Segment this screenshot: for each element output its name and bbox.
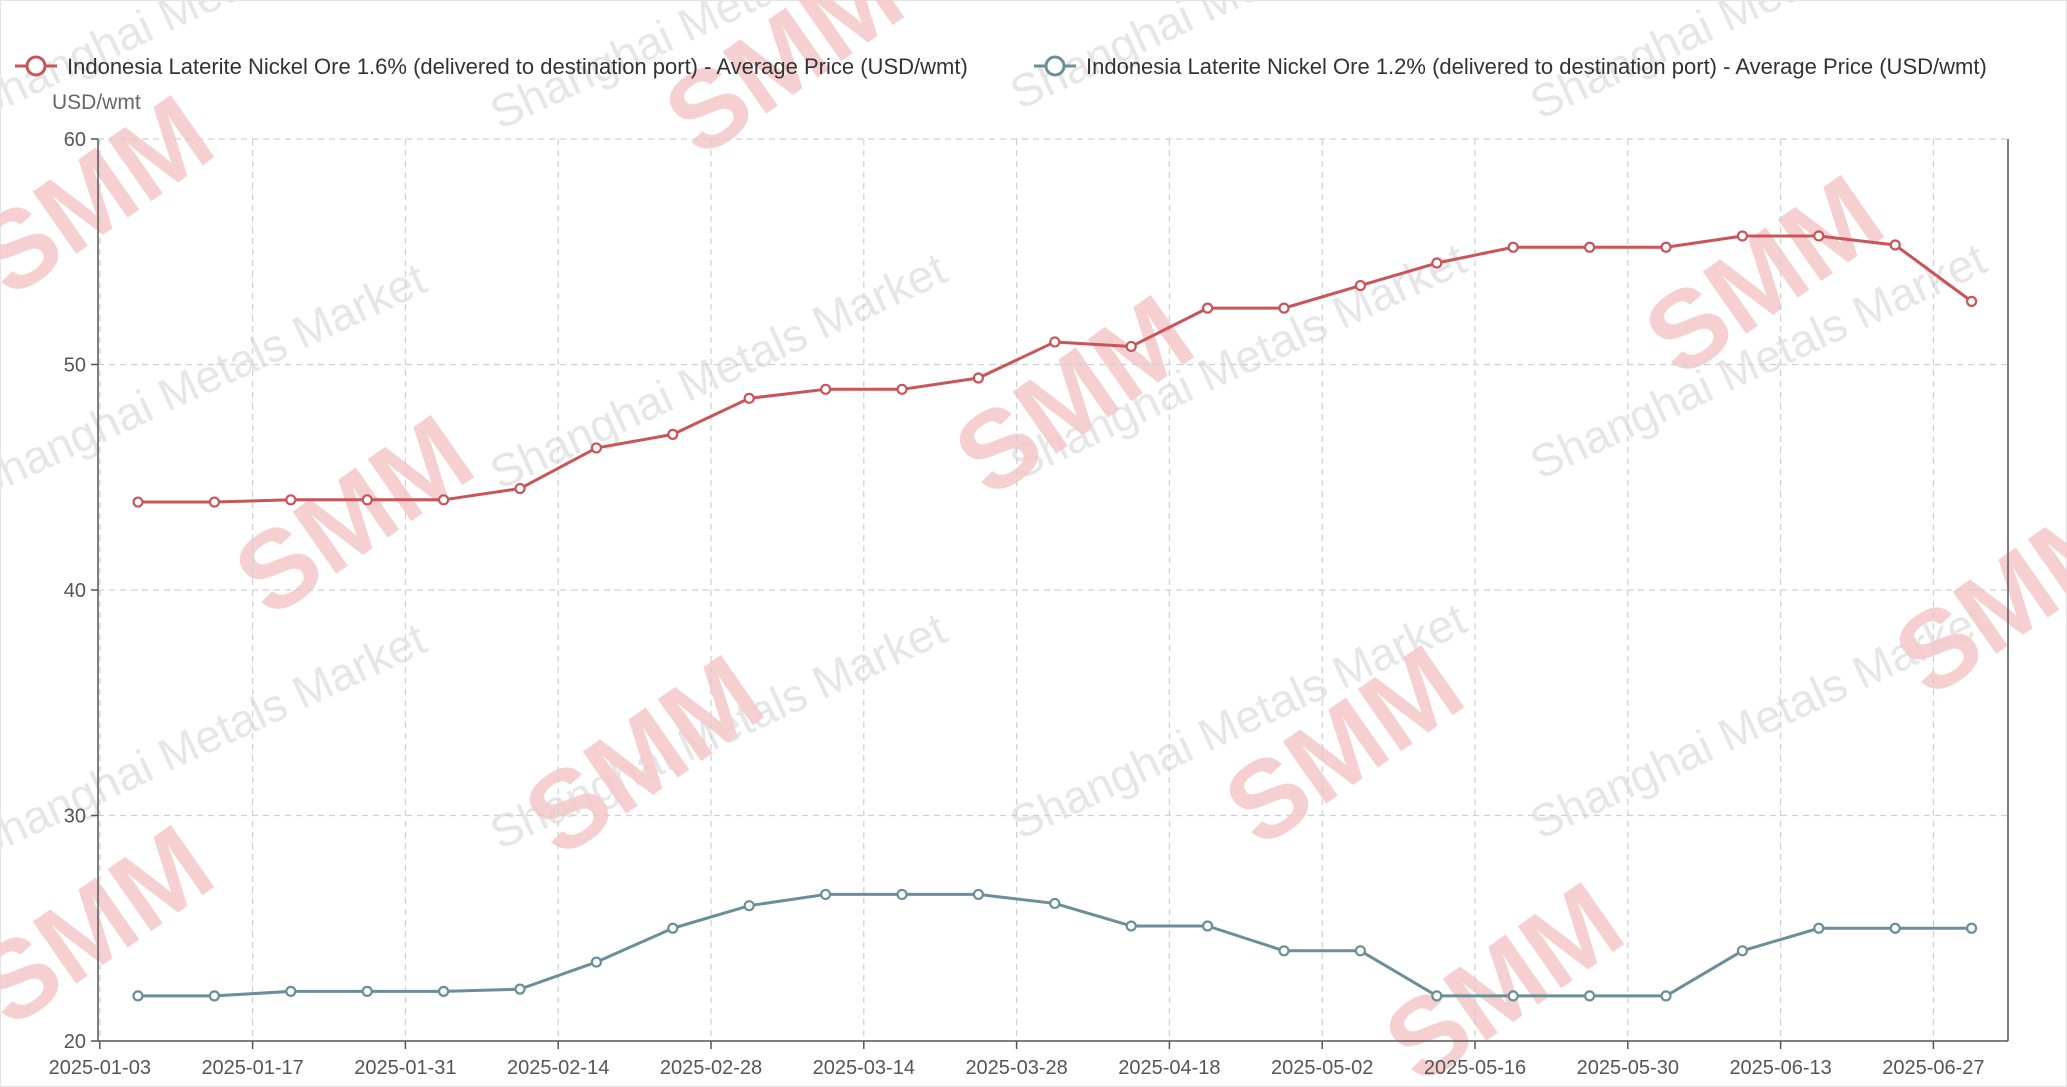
x-tick-label: 2025-01-03	[49, 1057, 151, 1079]
data-point[interactable]	[1201, 302, 1214, 314]
data-point[interactable]	[1201, 920, 1214, 932]
data-point[interactable]	[1736, 945, 1749, 957]
axes: 20 30 40 50 60 2025-01-03 2025-01-17 2025-01-31…	[49, 129, 2009, 1079]
x-tick-label: 2025-02-28	[660, 1057, 762, 1079]
data-point[interactable]	[1965, 295, 1978, 307]
x-tick-label: 2025-01-31	[354, 1057, 456, 1079]
data-point[interactable]	[1431, 257, 1443, 269]
watermark-logo: SMM	[503, 632, 784, 880]
data-point[interactable]	[896, 383, 908, 395]
data-point[interactable]	[1278, 302, 1290, 314]
data-point[interactable]	[361, 494, 373, 506]
data-point[interactable]	[1049, 897, 1061, 910]
data-point[interactable]	[896, 888, 908, 901]
data-point[interactable]	[819, 383, 832, 395]
legend-item-2[interactable]: Indonesia Laterite Nickel Ore 1.2% (deli…	[1034, 54, 1987, 79]
data-point[interactable]	[743, 900, 755, 912]
data-point[interactable]	[1049, 336, 1061, 348]
legend-item-1[interactable]: Indonesia Laterite Nickel Ore 1.6% (deli…	[15, 54, 968, 79]
x-tick-label: 2025-02-14	[507, 1057, 609, 1079]
watermark-text: Shanghai Metals Market	[0, 612, 434, 869]
data-point[interactable]	[972, 372, 985, 384]
watermark-logo: SMM	[1873, 472, 2067, 720]
series-line	[138, 892, 1972, 998]
data-point[interactable]	[972, 888, 985, 901]
data-point[interactable]	[1889, 239, 1901, 251]
x-tick-label: 2025-06-27	[1882, 1057, 1984, 1079]
data-point[interactable]	[1125, 920, 1137, 932]
x-tick-label: 2025-05-30	[1577, 1057, 1679, 1079]
x-tick-label: 2025-05-02	[1271, 1057, 1373, 1079]
data-point[interactable]	[590, 956, 603, 968]
data-point[interactable]	[819, 888, 832, 901]
series-2	[132, 888, 1978, 1002]
data-point[interactable]	[667, 922, 679, 934]
x-tick-label: 2025-01-17	[201, 1057, 303, 1079]
data-point[interactable]	[208, 496, 220, 508]
series-1	[132, 230, 1978, 508]
data-point[interactable]	[1431, 990, 1443, 1002]
data-point[interactable]	[1354, 279, 1367, 292]
data-point[interactable]	[1507, 990, 1519, 1002]
data-point[interactable]	[132, 990, 144, 1002]
y-tick-label: 40	[64, 580, 86, 602]
y-tick-label: 60	[64, 129, 86, 151]
data-point[interactable]	[590, 442, 603, 454]
watermark-logo: SMM	[1363, 859, 1644, 1087]
data-point[interactable]	[1354, 945, 1367, 957]
data-point[interactable]	[285, 494, 297, 506]
data-point[interactable]	[1965, 922, 1978, 934]
watermark-text: Shanghai Metals Market	[482, 242, 954, 499]
y-tick-label: 30	[64, 806, 86, 828]
x-tick-label: 2025-03-28	[965, 1057, 1067, 1079]
data-point[interactable]	[1278, 945, 1290, 957]
x-tick-label: 2025-06-13	[1729, 1057, 1831, 1079]
series-layer	[132, 230, 1978, 1002]
y-axis-unit-label: USD/wmt	[52, 91, 141, 114]
data-point[interactable]	[1889, 922, 1901, 934]
data-point[interactable]	[361, 985, 373, 997]
data-point[interactable]	[285, 985, 297, 997]
data-point[interactable]	[1736, 230, 1749, 242]
data-point[interactable]	[1660, 241, 1672, 253]
data-point[interactable]	[514, 983, 526, 995]
legend-marker-icon	[25, 55, 47, 77]
data-point[interactable]	[1583, 990, 1596, 1002]
watermark-logo: SMM	[933, 272, 1214, 520]
data-point[interactable]	[208, 990, 220, 1002]
x-tick-label: 2025-05-16	[1424, 1057, 1526, 1079]
watermark-logo: SMM	[213, 392, 494, 640]
x-tick-label: 2025-03-14	[813, 1057, 915, 1079]
legend-marker-icon	[1044, 55, 1066, 77]
data-point[interactable]	[667, 428, 679, 441]
legend-label: Indonesia Laterite Nickel Ore 1.6% (deli…	[67, 54, 968, 79]
data-point[interactable]	[438, 985, 450, 997]
data-point[interactable]	[1125, 340, 1137, 353]
y-tick-label: 50	[64, 355, 86, 377]
data-point[interactable]	[1813, 230, 1825, 242]
data-point[interactable]	[743, 392, 755, 404]
data-point[interactable]	[1507, 241, 1519, 253]
data-point[interactable]	[1660, 990, 1672, 1002]
legend[interactable]: Indonesia Laterite Nickel Ore 1.6% (deli…	[15, 54, 1987, 79]
y-tick-label: 20	[64, 1031, 86, 1053]
data-point[interactable]	[132, 496, 144, 508]
data-point[interactable]	[1813, 922, 1825, 934]
grid-lines	[98, 138, 2008, 1041]
x-tick-label: 2025-04-18	[1118, 1057, 1220, 1079]
data-point[interactable]	[1583, 241, 1596, 253]
data-point[interactable]	[438, 494, 450, 506]
data-point[interactable]	[514, 482, 526, 495]
legend-label: Indonesia Laterite Nickel Ore 1.2% (deli…	[1086, 54, 1987, 79]
